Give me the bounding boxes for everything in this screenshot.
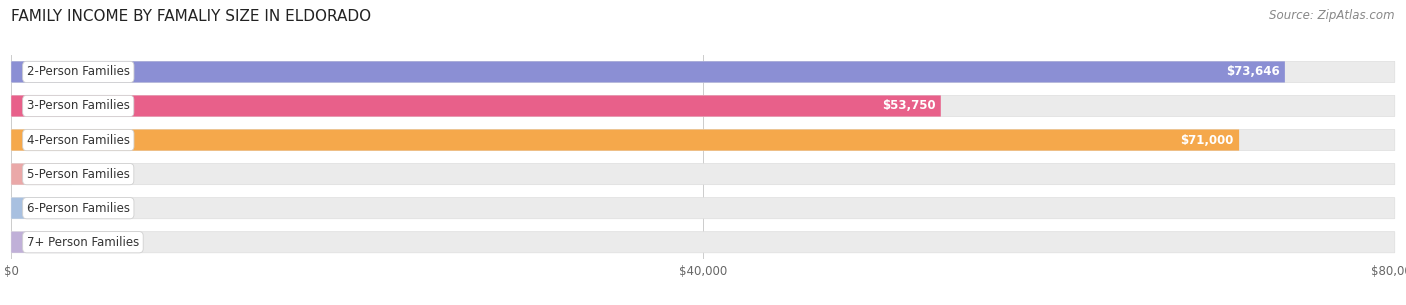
Text: 5-Person Families: 5-Person Families: [27, 168, 129, 181]
FancyBboxPatch shape: [11, 232, 72, 253]
Text: 6-Person Families: 6-Person Families: [27, 202, 129, 215]
Text: $73,646: $73,646: [1226, 66, 1279, 78]
FancyBboxPatch shape: [11, 130, 1239, 151]
Text: 7+ Person Families: 7+ Person Families: [27, 236, 139, 249]
Text: FAMILY INCOME BY FAMALIY SIZE IN ELDORADO: FAMILY INCOME BY FAMALIY SIZE IN ELDORAD…: [11, 9, 371, 24]
FancyBboxPatch shape: [11, 198, 72, 219]
Text: $0: $0: [82, 168, 98, 181]
FancyBboxPatch shape: [11, 95, 1395, 117]
Text: 3-Person Families: 3-Person Families: [27, 99, 129, 113]
FancyBboxPatch shape: [11, 198, 1395, 219]
Text: 4-Person Families: 4-Person Families: [27, 134, 129, 146]
FancyBboxPatch shape: [11, 61, 1285, 82]
Text: $71,000: $71,000: [1181, 134, 1234, 146]
FancyBboxPatch shape: [11, 232, 1395, 253]
FancyBboxPatch shape: [11, 61, 1395, 82]
Text: $0: $0: [82, 202, 98, 215]
FancyBboxPatch shape: [11, 130, 1395, 151]
Text: $0: $0: [82, 236, 98, 249]
Text: 2-Person Families: 2-Person Families: [27, 66, 129, 78]
Text: Source: ZipAtlas.com: Source: ZipAtlas.com: [1270, 9, 1395, 22]
FancyBboxPatch shape: [11, 163, 72, 185]
FancyBboxPatch shape: [11, 95, 941, 117]
Text: $53,750: $53,750: [882, 99, 935, 113]
FancyBboxPatch shape: [11, 163, 1395, 185]
